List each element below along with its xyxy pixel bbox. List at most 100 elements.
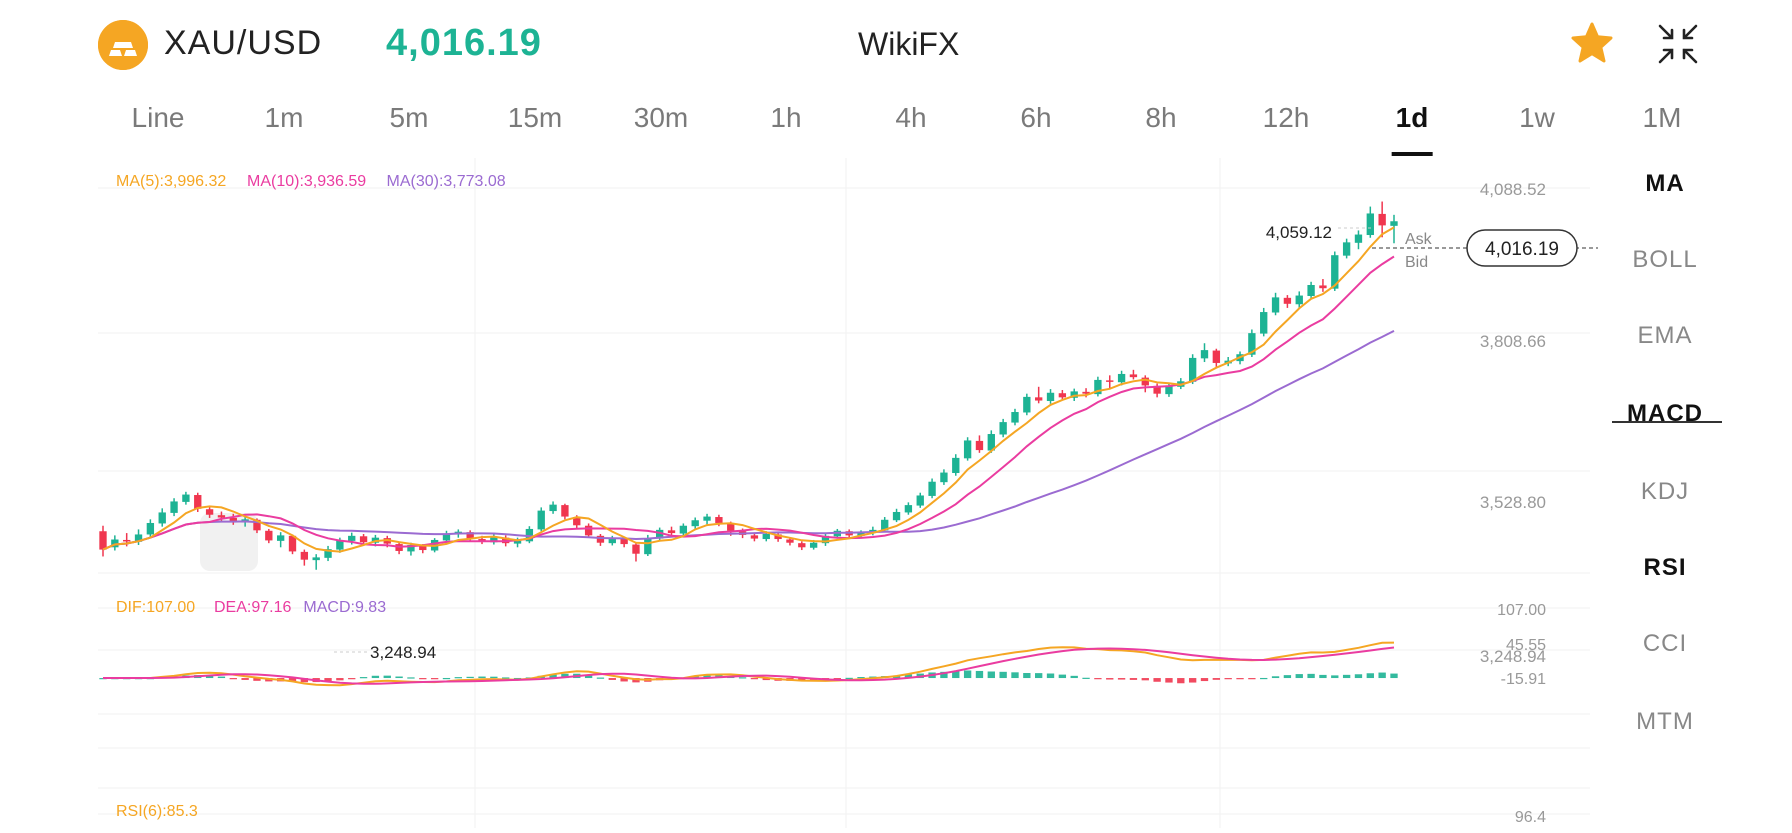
- macd-bar: [1094, 678, 1102, 680]
- candle-body: [608, 538, 616, 544]
- candle-body: [940, 472, 948, 483]
- candle: [549, 501, 557, 514]
- tab-label: 12h: [1262, 102, 1310, 133]
- indicator-kdj[interactable]: KDJ: [1640, 478, 1690, 505]
- candle: [1378, 201, 1386, 238]
- candle-body: [111, 539, 119, 548]
- candle-body: [1366, 213, 1374, 236]
- macd-bar: [620, 678, 628, 682]
- macd-bar: [324, 678, 332, 682]
- macd-bar: [975, 670, 984, 679]
- candle-body: [336, 540, 344, 550]
- candle-body: [750, 535, 759, 539]
- tab-1w[interactable]: 1w: [1519, 102, 1555, 134]
- candle-body: [513, 540, 522, 544]
- indicator-macd[interactable]: MACD: [1627, 400, 1703, 427]
- candle: [963, 437, 972, 461]
- indicator-rsi[interactable]: RSI: [1643, 554, 1687, 581]
- candle-body: [490, 537, 498, 543]
- ma5-line: [102, 226, 1395, 553]
- tab-label: 6h: [1020, 102, 1052, 133]
- macd-bar: [857, 677, 865, 679]
- candle-body: [644, 538, 652, 555]
- macd-bar: [549, 674, 557, 679]
- candle-body: [217, 515, 226, 518]
- candle: [1141, 375, 1149, 393]
- macd-bar: [1200, 678, 1209, 682]
- watermark-logo: [200, 513, 258, 571]
- candle-body: [1342, 242, 1351, 256]
- tab-30m[interactable]: 30m: [634, 102, 688, 134]
- candle-body: [999, 422, 1007, 435]
- symbol-label[interactable]: XAU/USD: [164, 24, 323, 62]
- timeframe-tabs: Line 1m 5m 15m 30m 1h 4h 6h 8h 12h 1d 1w 1M: [98, 102, 1748, 162]
- macd-bar: [833, 678, 842, 680]
- candle: [1106, 375, 1114, 390]
- tab-4h[interactable]: 4h: [895, 102, 926, 134]
- tab-1h[interactable]: 1h: [770, 102, 801, 134]
- tab-12h[interactable]: 12h: [1263, 102, 1310, 134]
- tab-1m[interactable]: 1M: [1643, 102, 1682, 134]
- collapse-icon[interactable]: [1656, 22, 1700, 66]
- candle-body: [1165, 386, 1173, 395]
- candle-body: [892, 511, 901, 521]
- candle: [1188, 354, 1197, 385]
- candle-body: [584, 525, 593, 536]
- macd-bar: [229, 678, 237, 680]
- tab-15m[interactable]: 15m: [508, 102, 562, 134]
- candle: [596, 533, 605, 546]
- candle: [288, 534, 297, 555]
- macd-bar: [1260, 677, 1268, 680]
- candle: [1046, 389, 1055, 404]
- macd-bar: [1046, 673, 1055, 679]
- indicator-cci[interactable]: CCI: [1642, 630, 1688, 657]
- price-chart[interactable]: MA(5):3,996.32 MA(10):3,936.59 MA(30):3,77…: [0, 158, 1792, 828]
- candle-body: [963, 440, 972, 459]
- candle-body: [229, 517, 237, 523]
- macd-bar: [1283, 675, 1292, 679]
- indicator-mtm[interactable]: MTM: [1636, 708, 1694, 735]
- tab-label: Line: [131, 102, 185, 133]
- indicator-ma[interactable]: MA: [1645, 170, 1685, 197]
- tab-8h[interactable]: 8h: [1145, 102, 1176, 134]
- chart-area[interactable]: MA(5):3,996.32 MA(10):3,936.59 MA(30):3,77…: [0, 158, 1792, 828]
- star-icon[interactable]: [1568, 20, 1616, 68]
- candle-body: [762, 533, 770, 540]
- candle: [1319, 279, 1327, 292]
- tab-1d[interactable]: 1d: [1391, 102, 1433, 156]
- candle: [300, 549, 309, 566]
- tab-5m[interactable]: 5m: [390, 102, 429, 134]
- indicator-ema[interactable]: EMA: [1637, 322, 1693, 349]
- candle-body: [288, 535, 297, 552]
- candle-body: [182, 494, 190, 502]
- candles: [99, 201, 1398, 570]
- candle: [952, 454, 960, 476]
- candle-body: [881, 519, 889, 531]
- macd-bar: [1035, 673, 1043, 679]
- macd-bar: [1236, 678, 1244, 680]
- candle-body: [904, 505, 913, 513]
- macd-bar: [1224, 678, 1232, 680]
- tab-6h[interactable]: 6h: [1020, 102, 1051, 134]
- macd-bar: [253, 678, 261, 681]
- candle: [1366, 206, 1374, 238]
- candle-body: [442, 533, 451, 541]
- candle-body: [1378, 213, 1386, 226]
- macd-y-tick: 107.00: [1497, 602, 1546, 619]
- tab-line[interactable]: Line: [132, 102, 185, 134]
- macd-bar: [963, 670, 972, 679]
- candle-body: [809, 542, 818, 548]
- indicator-boll[interactable]: BOLL: [1632, 246, 1698, 273]
- tab-label: 5m: [389, 102, 429, 133]
- current-price: 4,016.19: [386, 22, 542, 64]
- macd-bar: [419, 678, 427, 680]
- candle: [679, 523, 688, 536]
- candle-body: [679, 525, 688, 534]
- candle: [691, 517, 699, 529]
- candle-body: [655, 529, 664, 539]
- tab-1m[interactable]: 1m: [265, 102, 304, 134]
- candle-body: [1260, 312, 1268, 334]
- candle: [1390, 214, 1398, 244]
- candle: [537, 507, 545, 532]
- candle-body: [1023, 396, 1031, 413]
